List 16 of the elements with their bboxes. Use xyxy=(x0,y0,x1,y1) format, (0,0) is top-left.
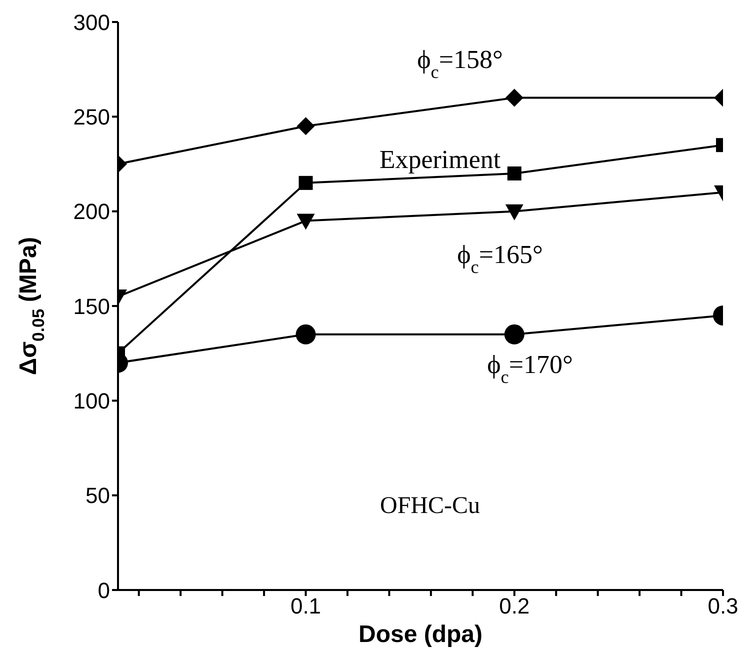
y-tick-label: 150 xyxy=(73,294,110,319)
x-tick-label: 0.3 xyxy=(708,594,738,619)
y-tick-label: 100 xyxy=(73,388,110,414)
y-tick-label: 0 xyxy=(98,578,110,603)
series-label: ϕ$_{c}$=158° xyxy=(417,45,503,82)
series-label: ϕ$_{c}$=170° xyxy=(487,350,573,387)
x-tick-label: 0.1 xyxy=(290,594,322,619)
annotation: OFHC-Cu xyxy=(380,493,480,519)
y-tick-label: 200 xyxy=(73,199,110,224)
y-tick-label: 250 xyxy=(73,104,110,130)
y-tick-label: 300 xyxy=(73,10,110,35)
x-tick-label: 0.2 xyxy=(499,594,530,619)
y-tick-label: 50 xyxy=(86,483,110,508)
series-label: ϕ$_{c}$=165° xyxy=(457,240,543,277)
series-label: Experiment xyxy=(379,145,502,174)
x-axis-title: Dose (dpa) xyxy=(358,621,483,648)
